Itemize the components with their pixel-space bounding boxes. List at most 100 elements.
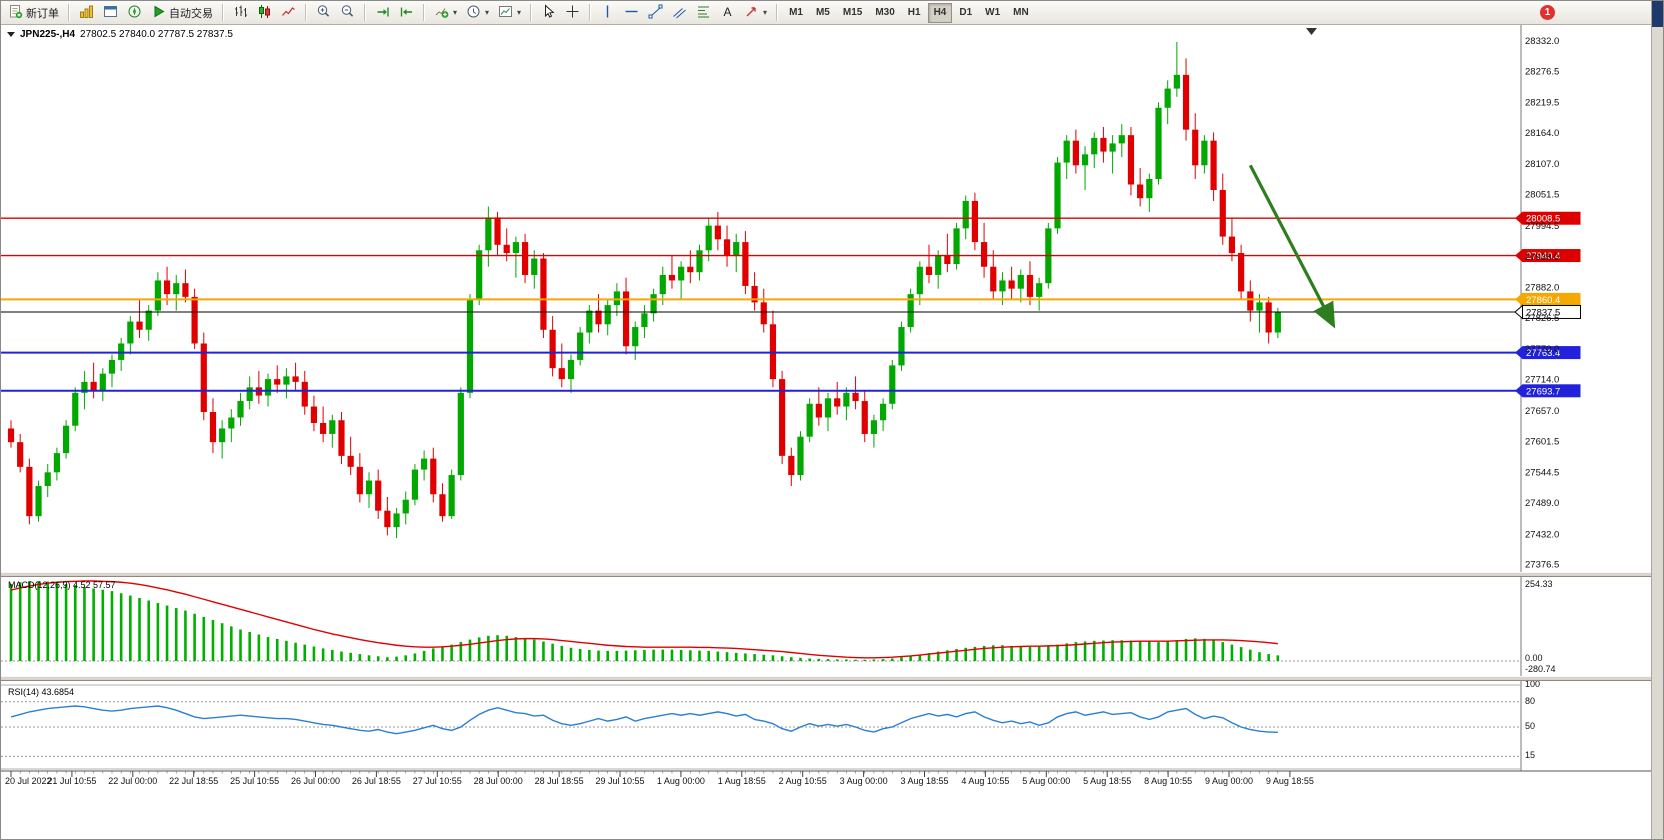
chevron-down-icon: ▾ [517,8,522,17]
chart-canvas[interactable]: 28008.5 27940.4 27860.427837.5 27763.4 27693… [1,25,1653,840]
candles-layer [7,41,1281,539]
candle [577,332,584,360]
time-axis[interactable] [1,771,1521,795]
price-badge-28008.5: 28008.5 [1515,211,1581,225]
rsi-axis-50: 50 [1525,721,1536,731]
price-badge-27763.4: 27763.4 [1515,346,1581,360]
fibonacci-button[interactable] [692,3,715,23]
zoom-in-button[interactable] [312,3,335,23]
navigator-button[interactable] [123,3,146,23]
timeframe-m15-button[interactable]: M15 [842,7,863,18]
rsi-axis-100: 100 [1525,679,1541,689]
svg-text:27837.5: 27837.5 [1526,307,1560,318]
periods-button[interactable]: ▾ [462,3,493,23]
auto-scroll-button[interactable] [371,3,394,23]
toolbar-separator [776,4,779,21]
time-axis-label: 21 Jul 10:55 [47,776,96,786]
candle [907,294,914,328]
svg-text:27693.7: 27693.7 [1526,386,1560,397]
price-axis-tick: 27432.0 [1525,529,1559,540]
trend-arrow-annotation[interactable] [1248,164,1336,329]
data-window-button[interactable] [99,3,122,23]
timeframe-mn-button[interactable]: MN [1013,7,1029,18]
candlestick-chart-button[interactable] [253,3,276,23]
timeframe-h1-button[interactable]: H1 [907,7,921,18]
candle [108,359,116,374]
arrows-button[interactable]: ▾ [740,3,771,23]
candle [1228,236,1236,254]
zoom-out-button[interactable] [336,3,359,23]
candle [136,321,143,330]
vertical-scrollbar[interactable] [1651,1,1663,839]
svg-text:27763.4: 27763.4 [1526,348,1560,359]
candle [1127,135,1135,185]
candle [72,392,79,426]
chart-shift-button[interactable] [395,3,418,23]
candle [1164,88,1171,108]
line-chart-icon [281,4,296,22]
candle [209,412,217,443]
indicators-add-icon [434,4,449,22]
candle [62,425,70,454]
zoom-in-icon [316,4,331,22]
candle [1182,74,1190,130]
candle [1137,184,1144,199]
indicators-button[interactable]: ▾ [430,3,461,23]
candle [714,225,721,240]
time-axis-label: 29 Jul 10:55 [595,776,644,786]
price-axis-tick: 27657.0 [1525,406,1559,417]
toolbar-separator [68,4,70,21]
auto-trading-button[interactable]: 自动交易 [147,3,217,23]
rsi-line [10,705,1278,735]
data-window-icon [103,4,118,22]
market-watch-button[interactable] [75,3,98,23]
toolbar-separator [423,4,425,21]
chevron-down-icon: ▾ [763,8,768,17]
text-button[interactable]: A [716,3,739,23]
scrollbar-thumb[interactable] [1652,1,1663,27]
candle [834,398,841,407]
time-axis-label: 3 Aug 18:55 [900,776,948,786]
price-axis-tick: 28107.0 [1525,159,1559,170]
toolbar-separator [530,4,533,21]
candle [494,217,501,245]
candle [733,242,740,256]
crosshair-button[interactable] [561,3,584,23]
timeframe-w1-button[interactable]: W1 [985,7,1001,18]
candle [678,266,685,281]
arrows-tool-icon [744,4,759,22]
vertical-line-button[interactable] [596,3,619,23]
horizontal-line-button[interactable] [620,3,643,23]
candle [971,200,978,243]
line-chart-button[interactable] [277,3,300,23]
collapse-triangle-icon[interactable] [7,32,15,37]
channel-button[interactable] [668,3,691,23]
price-axis-tick: 27994.5 [1525,221,1559,232]
cursor-button[interactable] [537,3,560,23]
timeframe-m1-button[interactable]: M1 [789,7,803,18]
new-order-button[interactable]: 新订单 [4,3,63,23]
candle [154,280,161,311]
channel-icon [672,4,687,22]
trendline-button[interactable] [644,3,667,23]
candle [797,436,804,476]
price-axis-tick: 28164.0 [1525,128,1559,139]
timeframe-h4-button[interactable]: H4 [927,2,953,23]
timeframe-m5-button[interactable]: M5 [815,7,830,18]
chart-shift-marker-icon[interactable] [1306,28,1317,35]
candle [448,475,455,517]
periods-clock-icon [466,4,481,22]
templates-button[interactable]: ▾ [494,3,525,23]
candle [466,299,474,393]
candle [650,294,657,314]
notification-badge[interactable]: 1 [1540,5,1555,20]
rsi-panel-splitter[interactable] [1,676,1663,681]
bar-chart-button[interactable] [229,3,252,23]
toolbar-separator [364,4,366,21]
timeframe-m30-button[interactable]: M30 [875,7,895,18]
time-axis-label: 3 Aug 00:00 [840,776,888,786]
macd-panel-splitter[interactable] [1,572,1663,577]
timeframe-d1-button[interactable]: D1 [959,7,973,18]
candle [999,280,1006,292]
candle [779,379,786,456]
